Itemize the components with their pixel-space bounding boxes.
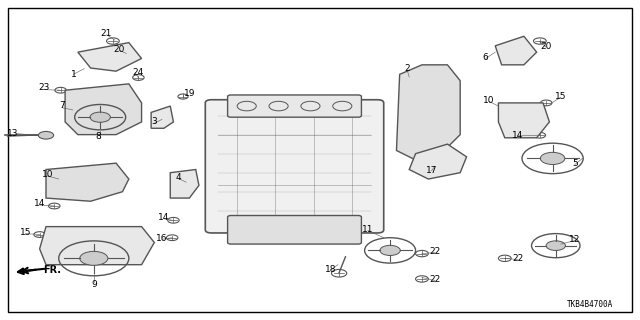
Text: 13: 13 <box>7 129 19 138</box>
Polygon shape <box>40 227 154 265</box>
Text: FR.: FR. <box>43 265 61 275</box>
Text: 23: 23 <box>38 83 50 92</box>
Text: 2: 2 <box>404 64 410 74</box>
Text: 16: 16 <box>156 234 168 243</box>
Text: 18: 18 <box>325 265 337 274</box>
Text: 22: 22 <box>429 247 440 257</box>
Circle shape <box>38 132 54 139</box>
Text: 17: 17 <box>426 166 437 175</box>
Polygon shape <box>151 106 173 128</box>
Polygon shape <box>499 103 549 138</box>
Circle shape <box>540 152 565 164</box>
Text: 24: 24 <box>132 68 144 77</box>
Text: 21: 21 <box>101 28 112 38</box>
Text: 11: 11 <box>362 225 374 234</box>
Text: 6: 6 <box>483 53 488 62</box>
Text: 1: 1 <box>70 70 76 79</box>
Text: 20: 20 <box>541 42 552 51</box>
Text: 15: 15 <box>555 92 566 101</box>
FancyBboxPatch shape <box>228 95 362 117</box>
Text: 20: 20 <box>113 45 125 54</box>
Circle shape <box>90 112 110 122</box>
Text: 15: 15 <box>20 228 31 237</box>
Text: 14: 14 <box>158 213 170 222</box>
Text: 10: 10 <box>42 170 53 179</box>
FancyBboxPatch shape <box>8 8 632 312</box>
FancyBboxPatch shape <box>228 215 362 244</box>
Text: 14: 14 <box>34 199 45 208</box>
Polygon shape <box>65 84 141 135</box>
Text: 19: 19 <box>184 89 195 98</box>
Text: 5: 5 <box>572 159 578 168</box>
Circle shape <box>380 245 400 255</box>
Text: 10: 10 <box>483 96 495 105</box>
Text: 7: 7 <box>59 101 65 110</box>
Text: 12: 12 <box>569 236 580 244</box>
Text: 22: 22 <box>512 254 523 263</box>
Text: TKB4B4700A: TKB4B4700A <box>567 300 613 309</box>
Text: 14: 14 <box>512 131 524 140</box>
Polygon shape <box>78 43 141 71</box>
Text: 8: 8 <box>95 132 101 141</box>
Text: 9: 9 <box>91 280 97 289</box>
Polygon shape <box>46 163 129 201</box>
Text: 22: 22 <box>429 276 440 284</box>
Text: 3: 3 <box>152 117 157 126</box>
Polygon shape <box>409 144 467 179</box>
FancyBboxPatch shape <box>205 100 384 233</box>
Text: 4: 4 <box>176 173 181 182</box>
Circle shape <box>546 241 566 251</box>
Polygon shape <box>495 36 537 65</box>
Polygon shape <box>396 65 460 160</box>
Polygon shape <box>170 170 199 198</box>
Circle shape <box>80 252 108 265</box>
